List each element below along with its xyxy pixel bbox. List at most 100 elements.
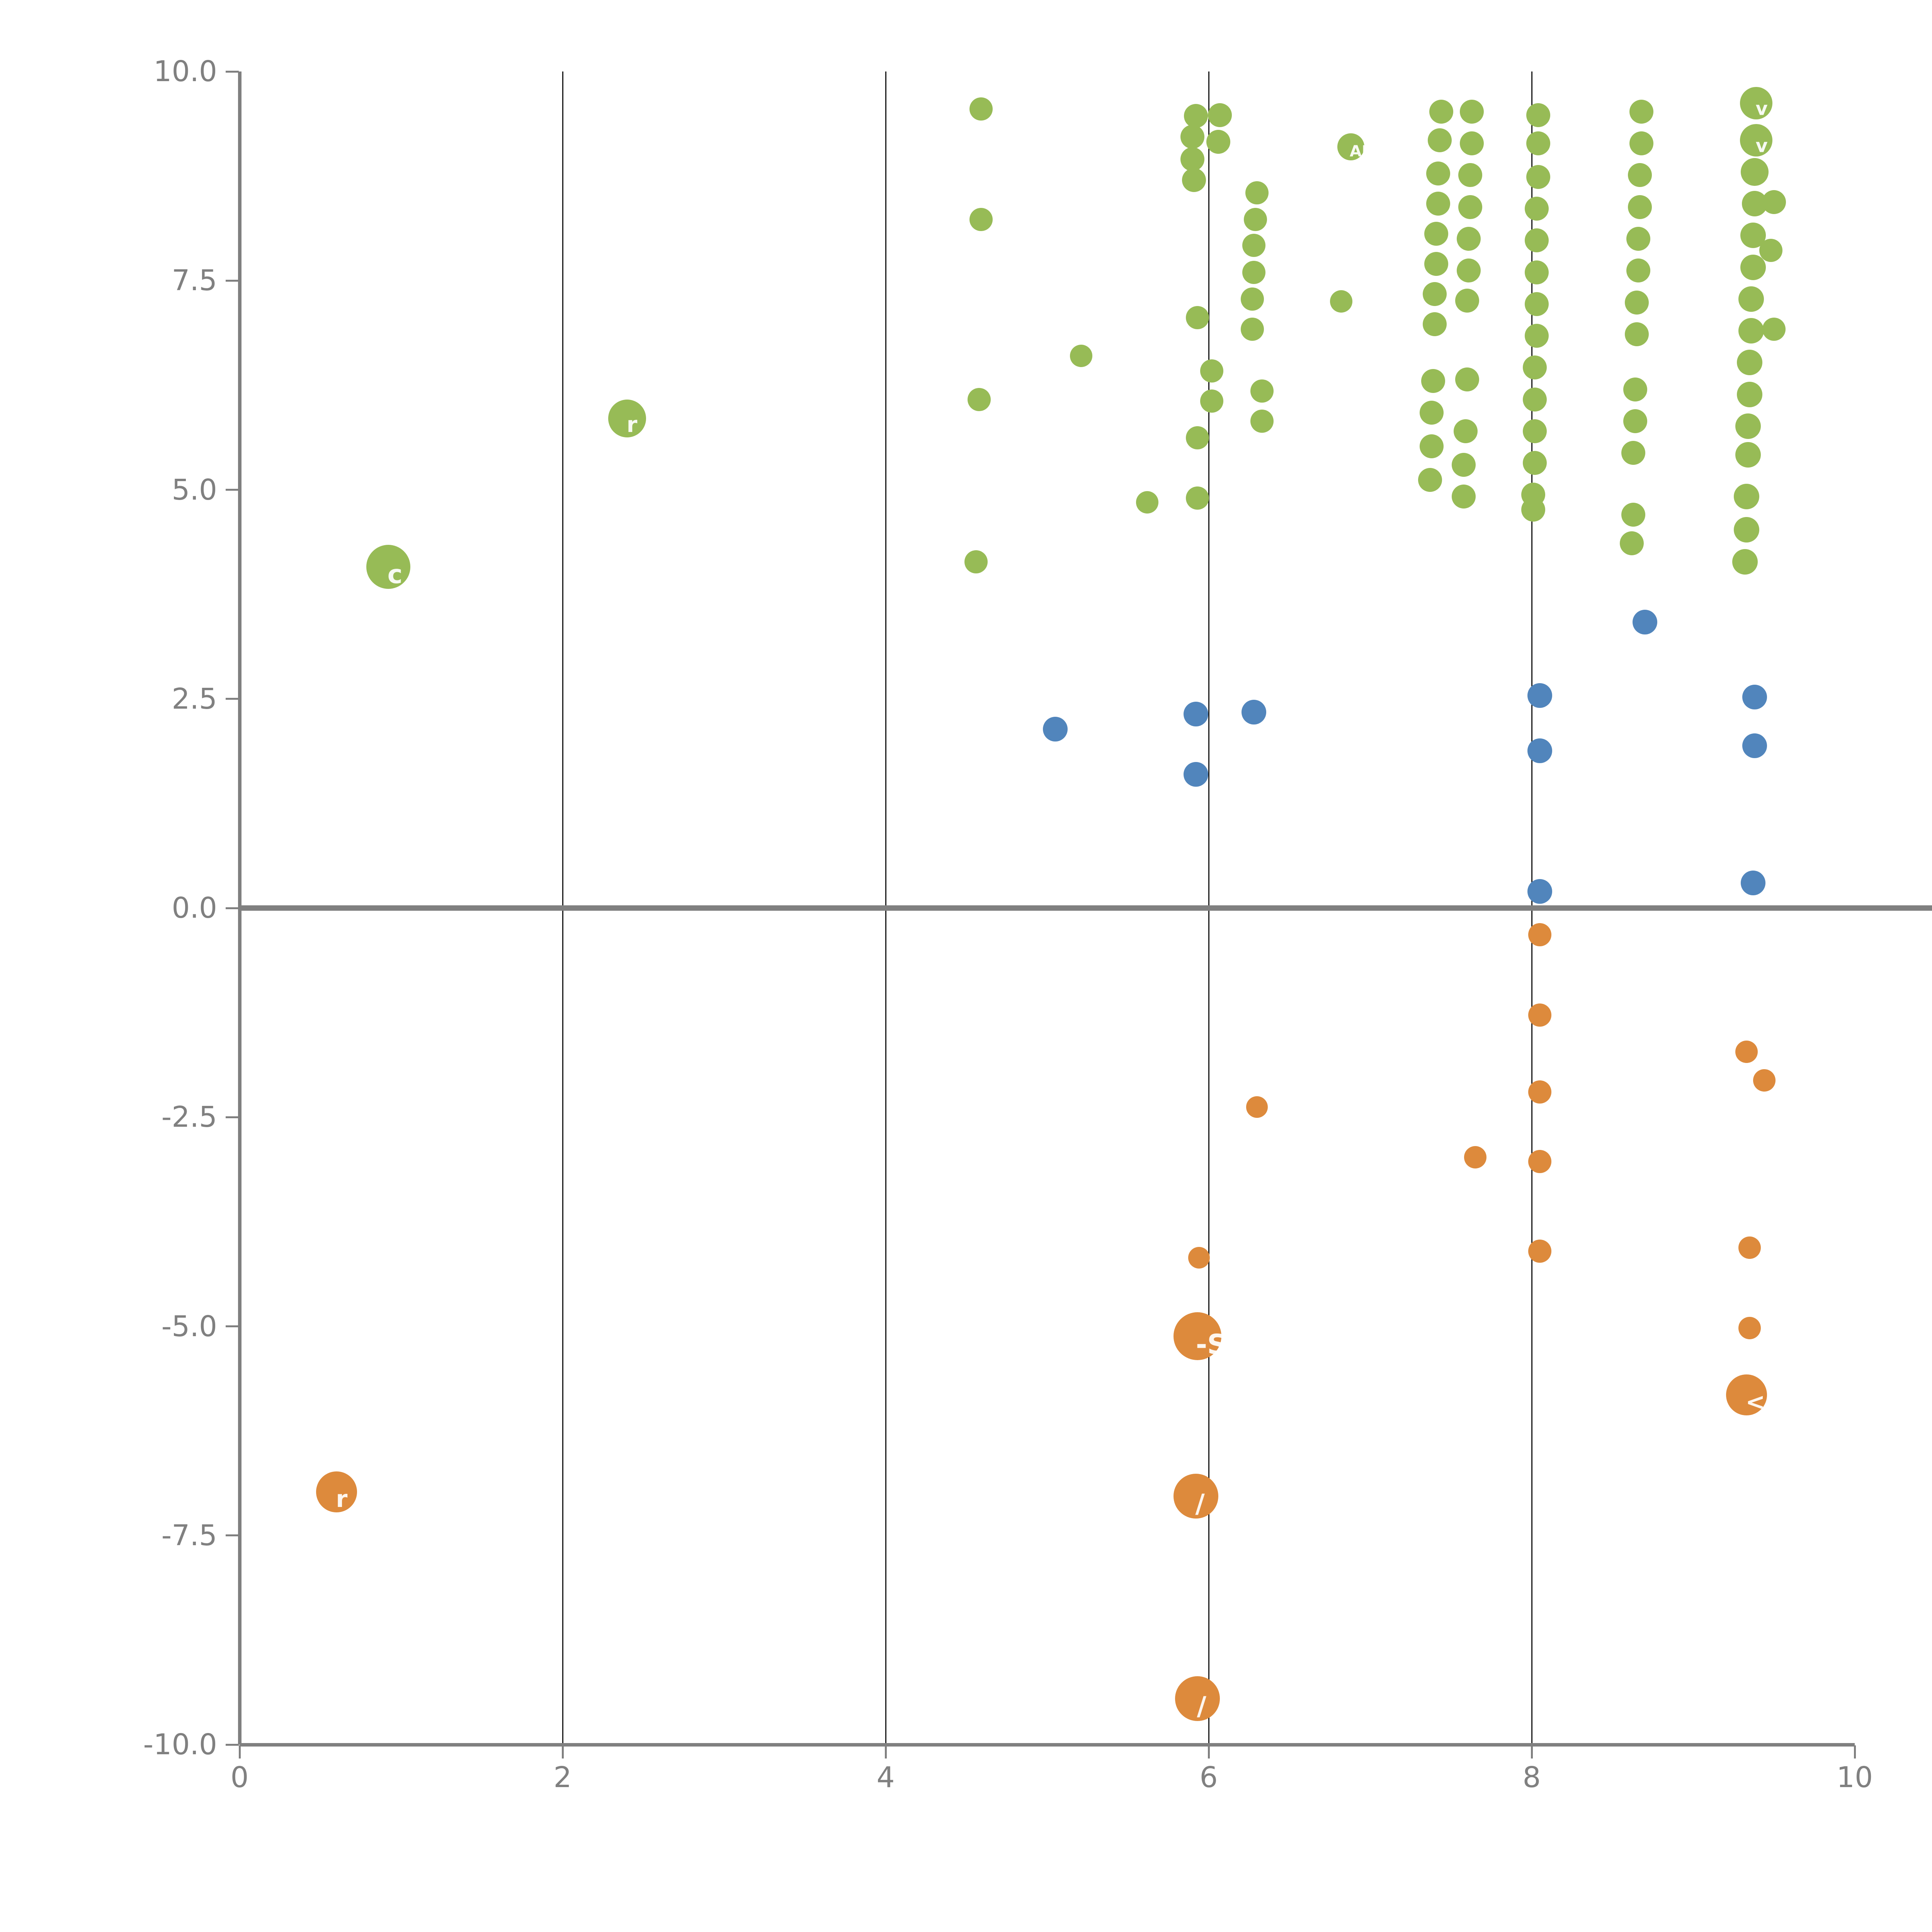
- data-point[interactable]: [1180, 147, 1205, 172]
- data-point[interactable]: [1626, 227, 1650, 251]
- data-point[interactable]: [1523, 355, 1547, 380]
- data-point[interactable]: [1621, 441, 1646, 465]
- data-point[interactable]: [1460, 99, 1484, 124]
- data-point[interactable]: [1523, 451, 1547, 475]
- data-point[interactable]: [1740, 871, 1765, 896]
- data-point[interactable]: [1523, 387, 1547, 412]
- data-point[interactable]: [1200, 359, 1224, 383]
- data-point[interactable]: [1738, 1316, 1761, 1339]
- data-point[interactable]: [1185, 426, 1209, 450]
- data-point[interactable]: [1418, 468, 1442, 492]
- data-point[interactable]: [1070, 345, 1092, 367]
- data-point[interactable]: [1426, 192, 1450, 216]
- data-point[interactable]: [1621, 503, 1646, 527]
- data-point[interactable]: [1419, 401, 1444, 425]
- data-point[interactable]: [1623, 377, 1647, 401]
- data-point[interactable]: [1526, 131, 1550, 156]
- data-point[interactable]: [1526, 165, 1550, 189]
- data-point[interactable]: [1452, 452, 1476, 477]
- data-point[interactable]: [1206, 129, 1231, 154]
- data-point[interactable]: [1200, 389, 1224, 413]
- data-point[interactable]: [1521, 498, 1546, 522]
- data-point[interactable]: [1242, 234, 1266, 257]
- data-point[interactable]: [1626, 259, 1650, 283]
- data-point[interactable]: [1460, 131, 1484, 156]
- data-point[interactable]: [1426, 162, 1450, 186]
- data-point[interactable]: [1628, 195, 1652, 219]
- data-point[interactable]: [1528, 1003, 1551, 1027]
- data-point[interactable]: [1737, 350, 1763, 376]
- data-point[interactable]: [1735, 1041, 1758, 1063]
- data-point[interactable]: [1528, 1150, 1551, 1173]
- data-point[interactable]: [1737, 381, 1763, 407]
- data-point[interactable]: [969, 208, 993, 231]
- data-point[interactable]: [1453, 419, 1478, 443]
- data-point[interactable]: [1452, 484, 1476, 509]
- data-point[interactable]: [1742, 733, 1767, 758]
- data-point[interactable]: [1246, 1096, 1268, 1118]
- data-point[interactable]: [1732, 549, 1758, 575]
- data-point[interactable]: [1733, 483, 1759, 509]
- data-point[interactable]: [1629, 99, 1654, 124]
- data-point[interactable]: [1524, 197, 1549, 221]
- data-point[interactable]: [1043, 716, 1068, 742]
- data-point[interactable]: [1242, 700, 1267, 725]
- data-point[interactable]: [1735, 442, 1761, 468]
- data-point[interactable]: [1464, 1146, 1486, 1169]
- data-point[interactable]: [1528, 923, 1551, 947]
- data-point[interactable]: [1182, 168, 1206, 192]
- data-point[interactable]: [1423, 312, 1447, 336]
- data-point[interactable]: [1753, 1069, 1776, 1092]
- data-point[interactable]: [1628, 163, 1652, 187]
- data-point[interactable]: [1184, 104, 1208, 128]
- data-point[interactable]: [1455, 367, 1479, 391]
- data-point[interactable]: [1738, 286, 1764, 312]
- data-point[interactable]: [1456, 259, 1481, 283]
- data-point[interactable]: [1423, 282, 1447, 306]
- data-point[interactable]: [1424, 252, 1449, 276]
- data-point[interactable]: r: [316, 1471, 357, 1513]
- data-point[interactable]: [1526, 103, 1550, 127]
- data-point[interactable]: [1185, 306, 1209, 329]
- data-point[interactable]: [1762, 190, 1786, 214]
- data-point[interactable]: [1738, 1236, 1761, 1259]
- data-point[interactable]: [1524, 228, 1549, 253]
- data-point[interactable]: [1762, 317, 1786, 341]
- data-point[interactable]: [1735, 413, 1761, 439]
- data-point[interactable]: [1528, 1080, 1551, 1104]
- data-point[interactable]: [964, 550, 988, 573]
- data-point[interactable]: [1242, 260, 1266, 284]
- data-point[interactable]: [1620, 531, 1644, 556]
- data-point[interactable]: [1733, 517, 1759, 543]
- data-point[interactable]: [1180, 124, 1205, 149]
- data-point[interactable]: [1524, 292, 1549, 316]
- data-point[interactable]: [1424, 222, 1449, 246]
- data-point[interactable]: [1738, 318, 1764, 344]
- data-point[interactable]: [1759, 239, 1782, 262]
- data-point[interactable]: [1623, 409, 1647, 433]
- data-point[interactable]: [1185, 486, 1209, 510]
- data-point[interactable]: [1458, 163, 1483, 187]
- data-point[interactable]: [1419, 434, 1444, 458]
- data-point[interactable]: [1527, 738, 1552, 763]
- data-point[interactable]: [1250, 379, 1274, 403]
- data-point[interactable]: [1421, 369, 1446, 393]
- data-point[interactable]: [1524, 260, 1549, 284]
- data-point[interactable]: [1330, 290, 1352, 313]
- data-point[interactable]: <: [1726, 1374, 1767, 1416]
- data-point[interactable]: [1208, 103, 1232, 127]
- data-point[interactable]: [1455, 289, 1479, 313]
- data-point[interactable]: [1136, 491, 1159, 514]
- data-point[interactable]: [1527, 879, 1552, 904]
- data-point[interactable]: [1240, 287, 1264, 311]
- data-point[interactable]: [1624, 322, 1649, 346]
- data-point[interactable]: [1740, 254, 1766, 280]
- data-point[interactable]: [1528, 1239, 1551, 1263]
- data-point[interactable]: [1629, 131, 1654, 156]
- data-point[interactable]: [1624, 290, 1649, 315]
- data-point[interactable]: [969, 97, 993, 121]
- data-point[interactable]: [1740, 158, 1769, 186]
- data-point[interactable]: [1458, 195, 1483, 219]
- data-point[interactable]: [1183, 701, 1208, 726]
- data-point[interactable]: [968, 388, 991, 411]
